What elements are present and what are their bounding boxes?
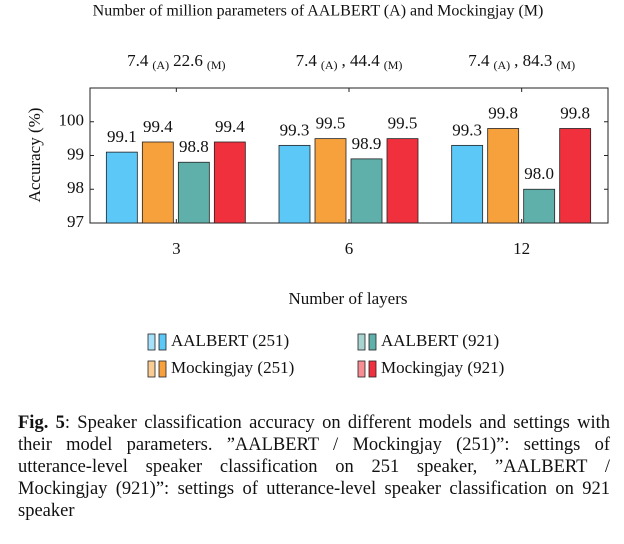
caption-label: Fig. 5 [18,413,65,433]
value-label: 99.4 [215,117,245,136]
bar [177,161,210,224]
value-label: 99.8 [560,103,590,122]
caption: Fig. 5: Speaker classification accuracy … [18,412,610,522]
value-label: 98.9 [352,134,382,153]
y-tick-label: 97 [67,212,85,231]
x-tick-label: 12 [513,239,530,258]
legend-swatch [158,360,167,378]
y-tick-label: 98 [67,178,84,197]
top-label-subscript: (M) [556,58,575,72]
bar [141,141,174,224]
top-label-number: 7.4 [296,51,318,70]
top-label-number: 7.4 [468,51,490,70]
bar [451,144,484,224]
legend-label: Mockingjay (921) [381,358,504,377]
top-label-subscript: (A) [152,58,169,72]
value-label: 99.3 [280,120,310,139]
legend-swatch [368,333,377,351]
bar [105,151,138,224]
top-label-subscript: (A) [321,58,338,72]
y-tick-label: 99 [67,144,84,163]
legend-swatch [357,333,366,351]
bar [386,138,419,224]
bar [213,141,246,224]
top-tick-label: 7.4 (A) , 44.4 (M) [296,51,403,72]
y-axis-title: Accuracy (%) [25,108,44,203]
legend-swatch [147,360,156,378]
value-label: 99.5 [316,114,346,133]
chart: Number of million parameters of AALBERT … [25,3,609,378]
value-label: 98.0 [524,164,554,183]
legend-swatch [357,360,366,378]
bar [487,128,520,224]
bar [559,128,592,224]
top-tick-label: 7.4 (A) , 84.3 (M) [468,51,575,72]
x-axis-title: Number of layers [289,289,408,308]
top-axis-title: Number of million parameters of AALBERT … [93,3,544,20]
top-label-subscript: (M) [384,58,403,72]
legend-swatch [368,360,377,378]
caption-text: : Speaker classification accuracy on dif… [18,413,610,521]
bar [350,158,383,224]
top-label-subscript: (M) [207,58,226,72]
top-label-subscript: (A) [493,58,510,72]
top-tick-label: 7.4 (A) 22.6 (M) [127,51,225,72]
legend-swatch [158,333,167,351]
y-tick-label: 100 [59,111,85,130]
legend-label: AALBERT (251) [171,331,289,350]
legend-label: Mockingjay (251) [171,358,294,377]
value-label: 99.4 [143,117,173,136]
x-tick-label: 3 [172,239,181,258]
x-tick-label: 6 [345,239,354,258]
bar [523,188,556,224]
legend-swatch [147,333,156,351]
bar [314,138,347,224]
top-label-number: 22.6 [173,51,203,70]
top-label-number: , 44.4 [342,51,381,70]
value-label: 99.5 [388,114,418,133]
top-label-number: , 84.3 [514,51,552,70]
top-label-number: 7.4 [127,51,149,70]
value-label: 98.8 [179,137,209,156]
value-label: 99.8 [488,103,518,122]
value-label: 99.1 [107,127,137,146]
legend-label: AALBERT (921) [381,331,499,350]
bar [278,144,311,224]
value-label: 99.3 [452,120,482,139]
